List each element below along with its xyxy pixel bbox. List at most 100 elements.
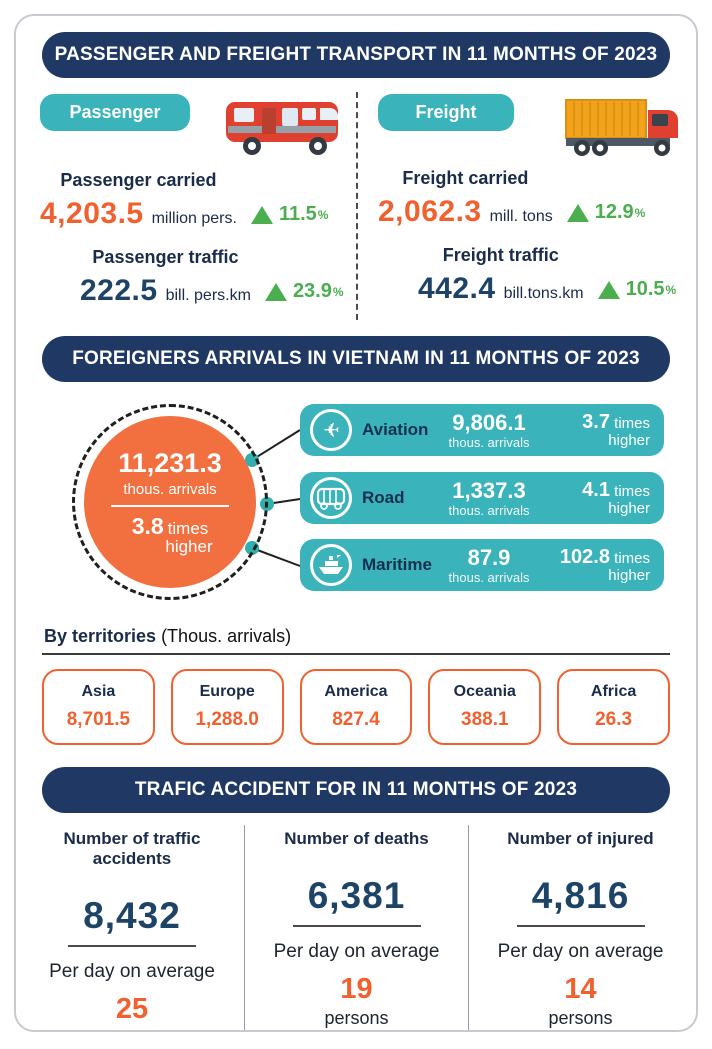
- freight-carried-change: 12.9 %: [566, 201, 646, 224]
- freight-carried-stat: Freight carried 2,062.3 mill. tons 12.9 …: [378, 168, 684, 229]
- territory-value: 1,288.0: [195, 709, 259, 730]
- times-word: times: [167, 518, 209, 538]
- percent-sign: %: [634, 205, 646, 220]
- truck-icon: [562, 94, 684, 158]
- territory-name: Africa: [590, 683, 637, 700]
- road-label: Road: [362, 488, 405, 507]
- territory-box-asia: Asia 8,701.5: [42, 669, 155, 745]
- accidents-section-title: TRAFIC ACCIDENT FOR IN 11 MONTHS OF 2023: [42, 767, 670, 813]
- infographic-card: PASSENGER AND FREIGHT TRANSPORT IN 11 MO…: [14, 14, 698, 1032]
- passenger-carried-unit: million pers.: [151, 210, 237, 227]
- arrivals-diagram: 11,231.3 thous. arrivals 3.8 times higher…: [16, 396, 696, 614]
- injured-total: 4,816: [531, 875, 630, 916]
- accidents-column: Number of traffic accidents 8,432 Per da…: [20, 825, 244, 1030]
- percent-sign: %: [332, 284, 344, 299]
- arrivals-total-unit: thous. arrivals: [123, 480, 217, 498]
- circle-divider: [111, 504, 229, 507]
- maritime-times: 102.8 times higher: [538, 546, 650, 585]
- up-triangle-icon: [250, 205, 273, 224]
- per-day-unit: persons: [324, 1008, 389, 1028]
- territories-subtitle: (Thous. arrivals): [161, 626, 292, 646]
- up-triangle-icon: [566, 203, 589, 222]
- passenger-traffic-title: Passenger traffic: [92, 247, 239, 267]
- per-day-value: 14: [564, 973, 597, 1005]
- territory-name: America: [324, 683, 388, 700]
- territory-box-oceania: Oceania 388.1: [428, 669, 542, 745]
- territory-box-europe: Europe 1,288.0: [170, 669, 284, 745]
- maritime-unit: thous. arrivals: [448, 569, 530, 585]
- passenger-traffic-change-value: 23.9: [292, 280, 332, 302]
- territory-box-america: America 827.4: [299, 669, 413, 745]
- road-times-number: 4.1: [582, 478, 610, 501]
- freight-traffic-change-value: 10.5: [625, 278, 665, 300]
- aviation-bar: ✈ Aviation 9,806.1 thous. arrivals 3.7 t…: [300, 404, 664, 456]
- territory-name: Oceania: [453, 683, 516, 700]
- arrivals-total-times: 3.8 times: [132, 514, 209, 538]
- transport-section: Passenger: [16, 92, 696, 320]
- deaths-total: 6,381: [307, 875, 406, 916]
- accidents-title: Number of traffic accidents: [63, 829, 201, 868]
- total-underline: [292, 925, 421, 927]
- maritime-times-number: 102.8: [559, 545, 610, 568]
- injured-title: Number of injured: [507, 829, 654, 848]
- per-day-value: 19: [340, 973, 373, 1005]
- freight-traffic-change: 10.5 %: [597, 278, 676, 301]
- territory-value: 8,701.5: [66, 709, 131, 730]
- per-day-value: 25: [115, 993, 149, 1025]
- passenger-carried-value: 4,203.5: [40, 197, 144, 230]
- up-triangle-icon: [264, 282, 287, 301]
- times-word: times: [614, 414, 650, 432]
- per-day-unit: accidents: [26, 1028, 238, 1030]
- territories-divider: [42, 653, 670, 655]
- arrivals-total-value: 11,231.3: [118, 447, 222, 478]
- territory-name: Asia: [81, 683, 116, 700]
- road-value: 1,337.3: [452, 477, 526, 503]
- passenger-traffic-stat: Passenger traffic 222.5 bill. pers.km 23…: [80, 247, 344, 308]
- total-underline: [68, 945, 196, 947]
- territory-value: 388.1: [461, 709, 509, 730]
- times-word: times: [614, 482, 650, 500]
- times-word: times: [614, 549, 650, 567]
- freight-traffic-stat: Freight traffic 442.4 bill.tons.km 10.5 …: [418, 245, 684, 306]
- ship-icon: [310, 544, 352, 586]
- higher-word: higher: [608, 499, 650, 517]
- percent-sign: %: [317, 207, 329, 222]
- freight-column: Freight Freight carried: [356, 92, 696, 320]
- arrivals-total-circle: 11,231.3 thous. arrivals 3.8 times higher: [72, 404, 268, 600]
- aviation-unit: thous. arrivals: [448, 434, 530, 450]
- road-times: 4.1 times higher: [538, 479, 650, 518]
- deaths-title: Number of deaths: [284, 829, 429, 848]
- freight-traffic-unit: bill.tons.km: [503, 285, 584, 302]
- aviation-times: 3.7 times higher: [538, 411, 650, 450]
- aviation-label: Aviation: [362, 420, 429, 439]
- total-underline: [516, 925, 645, 927]
- maritime-label: Maritime: [362, 555, 432, 574]
- aviation-value: 9,806.1: [452, 409, 526, 435]
- passenger-column: Passenger: [16, 92, 356, 320]
- road-bar: Road 1,337.3 thous. arrivals 4.1 times h…: [300, 472, 664, 524]
- freight-carried-unit: mill. tons: [489, 208, 553, 225]
- road-unit: thous. arrivals: [448, 502, 530, 518]
- higher-word: higher: [608, 566, 650, 584]
- freight-carried-value: 2,062.3: [378, 195, 482, 228]
- bus-front-icon: [310, 477, 352, 519]
- territory-name: Europe: [199, 683, 255, 700]
- airplane-icon: ✈: [310, 409, 352, 451]
- per-day-unit: persons: [548, 1008, 613, 1028]
- passenger-traffic-unit: bill. pers.km: [165, 287, 251, 304]
- passenger-header-row: Passenger: [40, 94, 344, 160]
- higher-word: higher: [165, 536, 213, 556]
- transport-section-title: PASSENGER AND FREIGHT TRANSPORT IN 11 MO…: [42, 32, 670, 78]
- freight-traffic-title: Freight traffic: [442, 245, 559, 265]
- maritime-value: 87.9: [467, 544, 511, 570]
- passenger-tab: Passenger: [40, 94, 190, 131]
- freight-carried-title: Freight carried: [402, 168, 529, 188]
- per-day-label: Per day on average: [273, 941, 440, 962]
- arrivals-section-title: FOREIGNERS ARRIVALS IN VIETNAM IN 11 MON…: [42, 336, 670, 382]
- passenger-carried-change: 11.5 %: [250, 203, 329, 226]
- passenger-traffic-value: 222.5: [80, 274, 158, 307]
- freight-traffic-value: 442.4: [418, 272, 496, 305]
- passenger-carried-title: Passenger carried: [60, 170, 217, 190]
- accidents-total: 8,432: [83, 895, 181, 936]
- passenger-traffic-change: 23.9 %: [264, 280, 344, 303]
